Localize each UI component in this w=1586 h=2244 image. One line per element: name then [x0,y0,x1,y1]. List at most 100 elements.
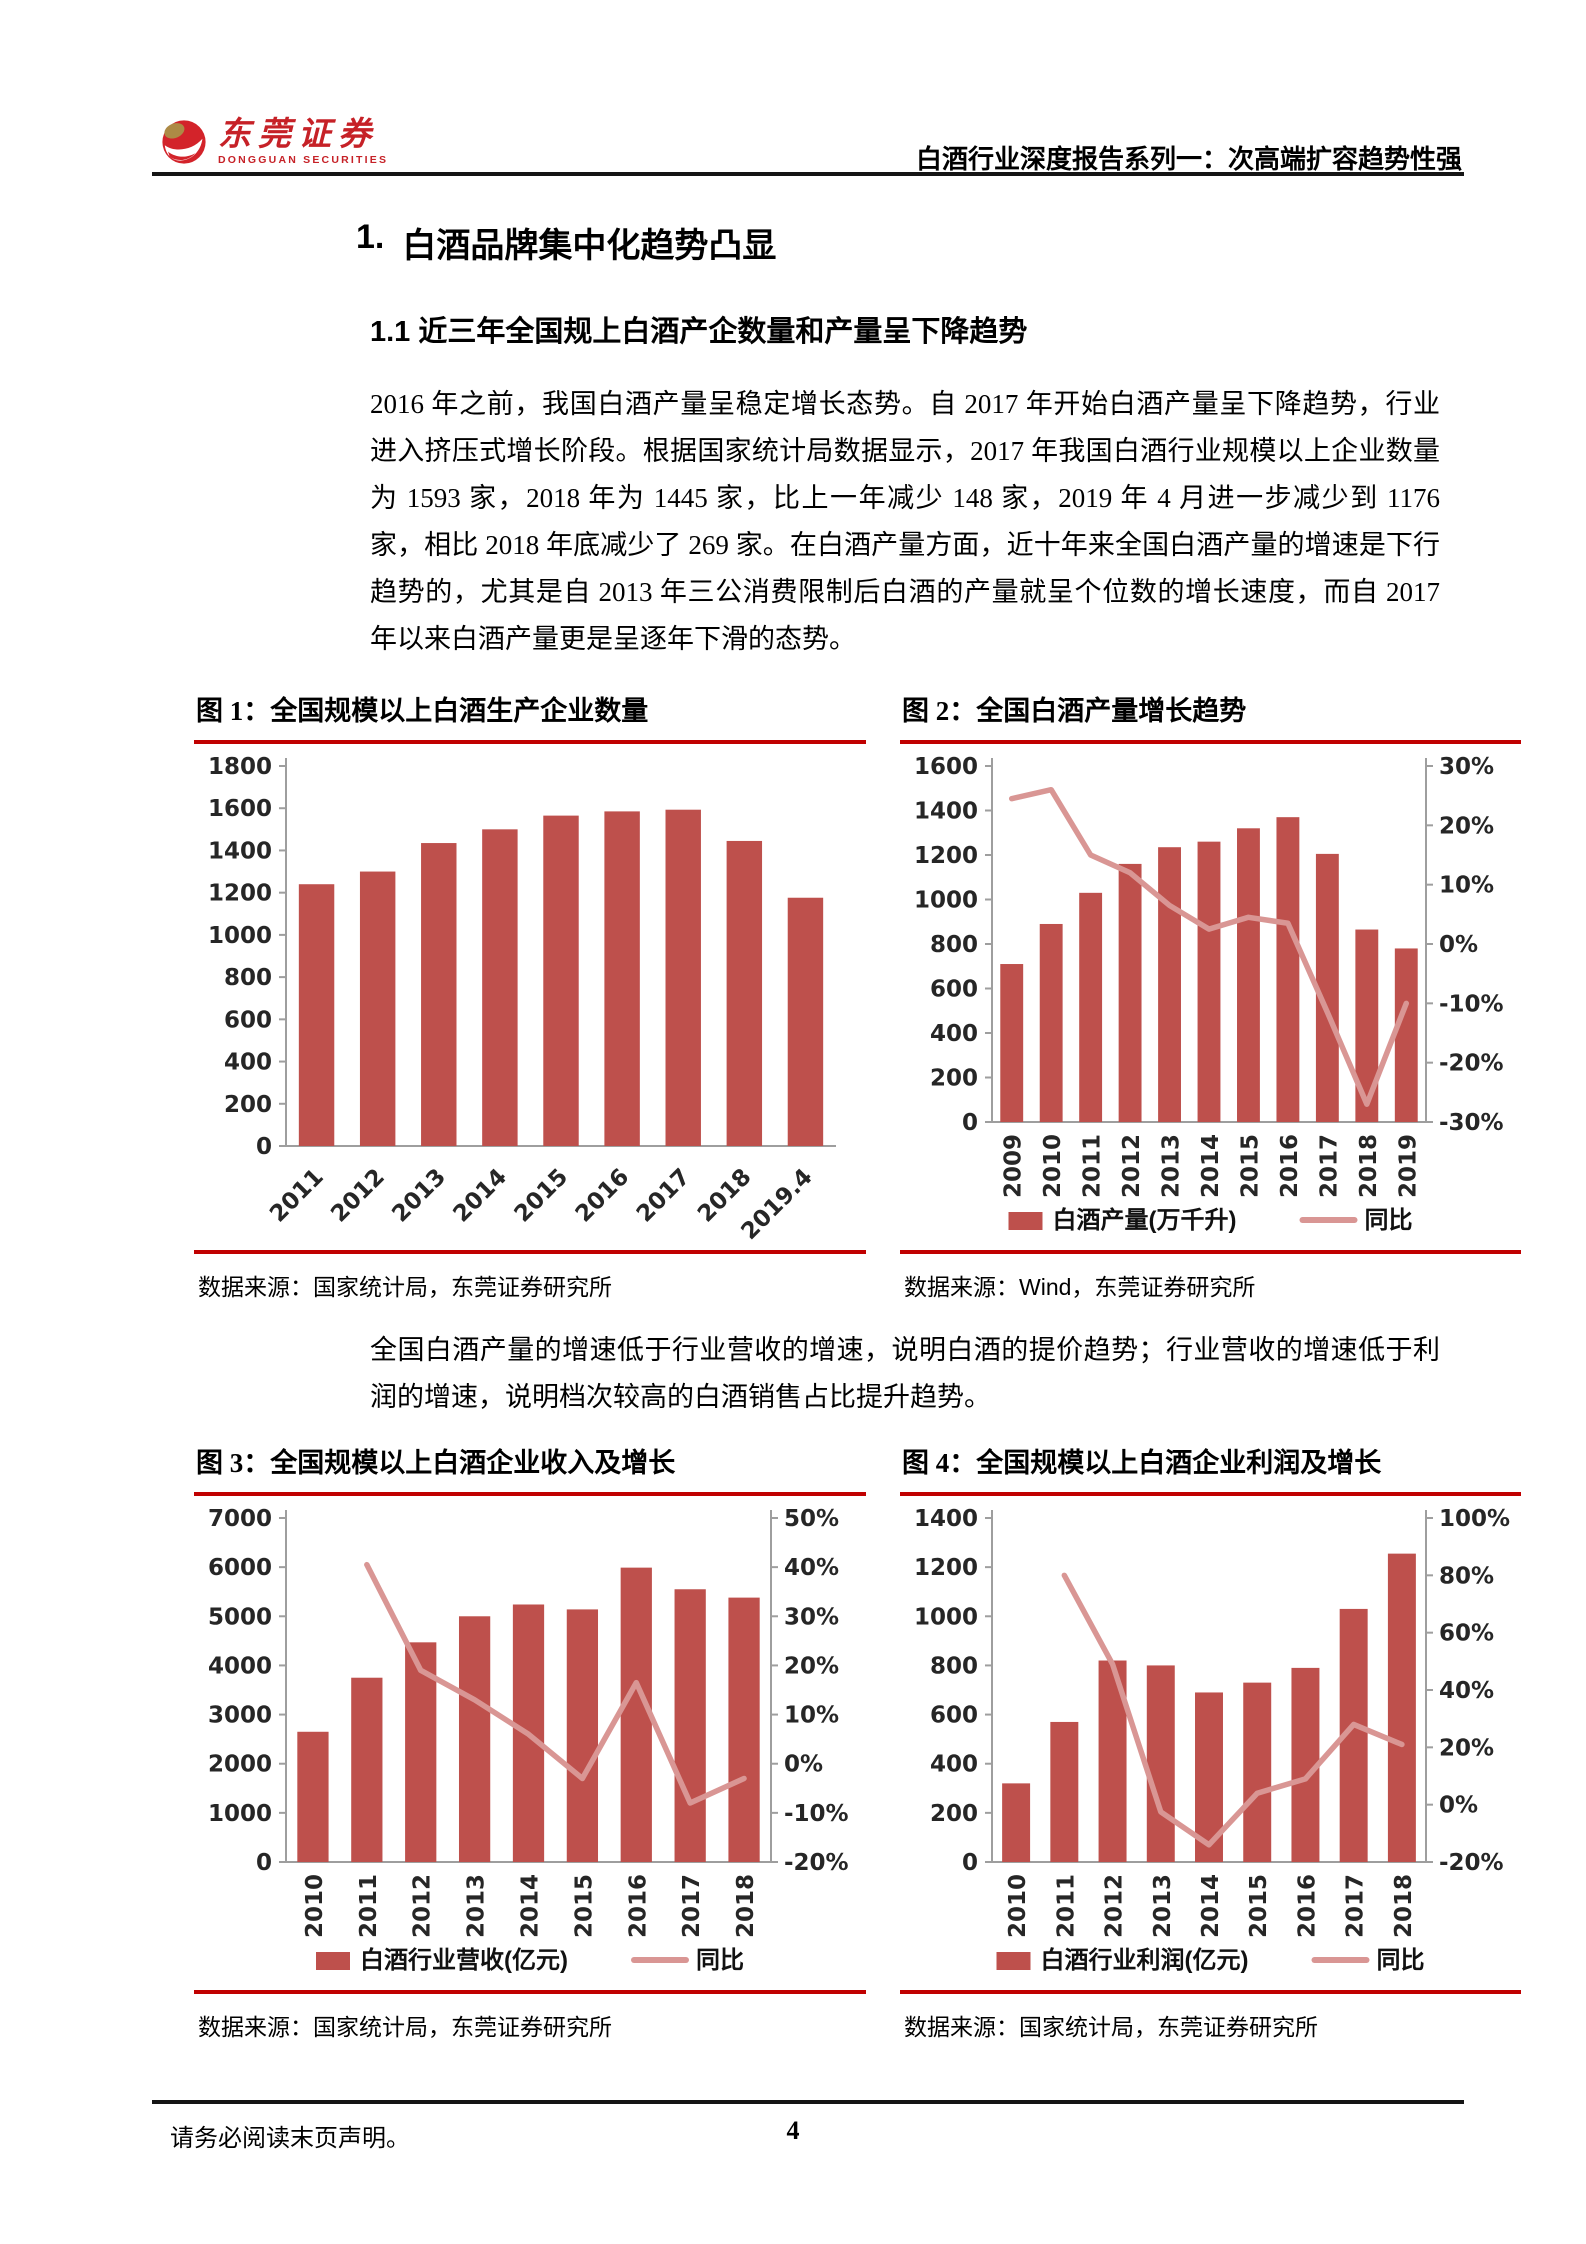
paragraph-production-trend: 2016 年之前，我国白酒产量呈稳定增长态势。自 2017 年开始白酒产量呈下降… [370,389,1440,654]
svg-text:0: 0 [962,1110,978,1136]
svg-text:200: 200 [930,1801,978,1827]
svg-text:800: 800 [930,932,978,958]
figure-4-caption: 图 4：全国规模以上白酒企业利润及增长 [902,1448,1382,1478]
svg-text:2014: 2014 [1198,1874,1224,1938]
figure-4-bottom-rule [900,1990,1521,1994]
figure-2-caption: 图 2：全国白酒产量增长趋势 [902,696,1247,726]
svg-text:0%: 0% [1439,932,1478,958]
svg-text:0: 0 [256,1850,272,1876]
svg-text:2012: 2012 [1102,1874,1128,1938]
figure-2-top-rule [900,740,1521,744]
svg-text:-10%: -10% [784,1801,849,1827]
svg-text:2018: 2018 [1391,1874,1417,1938]
svg-text:2018: 2018 [1356,1134,1382,1198]
svg-text:2009: 2009 [1001,1134,1027,1198]
svg-text:50%: 50% [784,1506,839,1532]
svg-text:5000: 5000 [208,1604,272,1630]
figure-2-source: 数据来源：Wind，东莞证券研究所 [904,1274,1256,1300]
svg-text:10%: 10% [1439,873,1494,899]
dongguan-securities-logo-icon [162,120,206,164]
svg-text:60%: 60% [1439,1621,1494,1647]
svg-text:400: 400 [930,1021,978,1047]
svg-text:2010: 2010 [302,1874,328,1938]
figure-1-top-rule [194,740,866,744]
svg-text:2013: 2013 [387,1164,451,1228]
svg-text:2012: 2012 [1119,1134,1145,1198]
svg-text:2011: 2011 [1053,1874,1079,1938]
svg-text:200: 200 [224,1092,272,1118]
svg-text:0: 0 [256,1134,272,1160]
svg-text:2015: 2015 [510,1164,574,1228]
figure-2: 图 2：全国白酒产量增长趋势 0 200 400 600 800 1000 1200 1400… [900,694,1521,1302]
figure-1-source: 数据来源：国家统计局，东莞证券研究所 [198,1274,612,1300]
svg-text:2015: 2015 [1237,1134,1263,1198]
svg-text:2011: 2011 [1080,1134,1106,1198]
svg-text:2011: 2011 [265,1164,329,1228]
svg-text:2019: 2019 [1395,1134,1421,1198]
header-divider [152,172,1464,176]
svg-text:2014: 2014 [518,1874,544,1938]
svg-text:2000: 2000 [208,1752,272,1778]
svg-text:200: 200 [930,1066,978,1092]
figure-3-source: 数据来源：国家统计局，东莞证券研究所 [198,2014,612,2040]
svg-text:2018: 2018 [733,1874,759,1938]
svg-text:2010: 2010 [1040,1134,1066,1198]
svg-text:-20%: -20% [1439,1850,1504,1876]
svg-text:2013: 2013 [464,1874,490,1938]
svg-text:600: 600 [224,1007,272,1033]
svg-text:7000: 7000 [208,1506,272,1532]
svg-text:400: 400 [224,1050,272,1076]
figure-1-bottom-rule [194,1250,866,1254]
svg-text:2015: 2015 [1246,1874,1272,1938]
figure-3: 图 3：全国规模以上白酒企业收入及增长 0 1000 2000 3000 4000 500… [194,1446,866,2042]
svg-text:-30%: -30% [1439,1110,1504,1136]
logo-name-cn: 东莞证券 [218,117,378,153]
svg-text:1200: 1200 [208,881,272,907]
svg-text:1000: 1000 [914,1604,978,1630]
svg-text:2013: 2013 [1159,1134,1185,1198]
svg-text:1400: 1400 [914,799,978,825]
figure-2-bottom-rule [900,1250,1521,1254]
section-title: 1. 白酒品牌集中化趋势凸显 [356,218,776,267]
svg-text:600: 600 [930,977,978,1003]
svg-text:2012: 2012 [410,1874,436,1938]
svg-text:1600: 1600 [914,754,978,780]
svg-text:600: 600 [930,1703,978,1729]
subsection-title: 1.1 近三年全国规上白酒产企数量和产量呈下降趋势 [370,316,1028,348]
svg-text:同比: 同比 [1377,1947,1425,1974]
bar-line-chart-industry-profit: 0 200 400 600 800 1000 1200 1400 -20% 0% 20% 40% 60%… [914,1506,1510,1974]
bar-line-chart-industry-revenue: 0 1000 2000 3000 4000 5000 6000 7000 -20% -10% 0% 1… [208,1506,849,1974]
figure-1: 图 1：全国规模以上白酒生产企业数量 0 200 400 600 800 1000 1200… [194,694,866,1302]
svg-text:2014: 2014 [1198,1134,1224,1198]
svg-text:400: 400 [930,1752,978,1778]
svg-text:40%: 40% [1439,1678,1494,1704]
figure-4-top-rule [900,1492,1521,1496]
footer-divider [152,2100,1464,2104]
svg-text:20%: 20% [1439,1735,1494,1761]
svg-text:0%: 0% [784,1752,823,1778]
figure-3-top-rule [194,1492,866,1496]
figure-1-caption: 图 1：全国规模以上白酒生产企业数量 [196,696,649,726]
figure-3-caption: 图 3：全国规模以上白酒企业收入及增长 [196,1448,676,1478]
svg-text:2015: 2015 [571,1874,597,1938]
svg-text:2013: 2013 [1150,1874,1176,1938]
svg-text:1400: 1400 [914,1506,978,1532]
svg-text:同比: 同比 [696,1947,744,1974]
svg-text:2016: 2016 [571,1164,635,1228]
svg-text:20%: 20% [1439,813,1494,839]
svg-text:2012: 2012 [326,1164,390,1228]
svg-text:2016: 2016 [1294,1874,1320,1938]
svg-text:白酒产量(万千升): 白酒产量(万千升) [1053,1206,1237,1234]
svg-text:0%: 0% [1439,1793,1478,1819]
svg-text:20%: 20% [784,1653,839,1679]
svg-text:2017: 2017 [679,1874,705,1938]
svg-text:同比: 同比 [1365,1207,1413,1234]
svg-text:2017: 2017 [1343,1874,1369,1938]
svg-text:1600: 1600 [208,796,272,822]
logo-text: 东莞证券 DONGGUAN SECURITIES [218,118,388,166]
svg-text:10%: 10% [784,1703,839,1729]
figure-4: 图 4：全国规模以上白酒企业利润及增长 0 200 400 600 800 1000 120… [900,1446,1521,2042]
svg-text:2011: 2011 [356,1874,382,1938]
svg-text:2010: 2010 [1005,1874,1031,1938]
